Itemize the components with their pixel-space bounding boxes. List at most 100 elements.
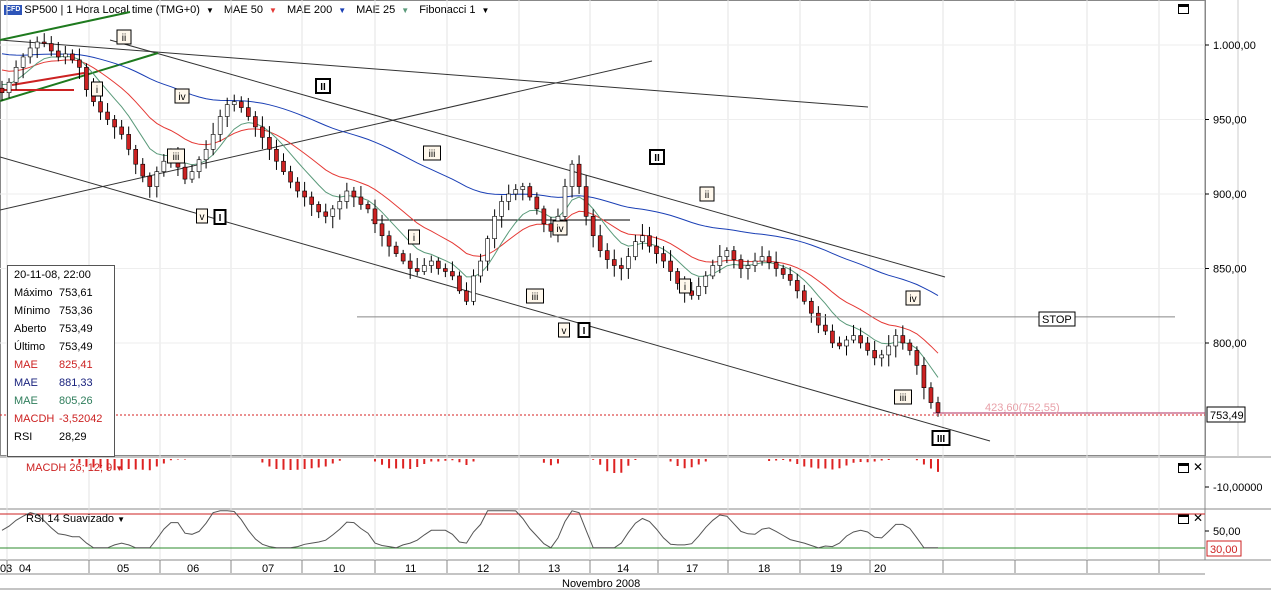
candle-body xyxy=(837,342,842,347)
wave-label-w5: v xyxy=(200,212,205,223)
candle-body xyxy=(879,354,884,359)
wave-label-box xyxy=(408,229,420,245)
stop-label: STOP xyxy=(1042,314,1072,326)
candle-body xyxy=(217,116,223,135)
indicator-mae200[interactable]: MAE 200 ▼ xyxy=(283,4,352,16)
candle-body xyxy=(590,216,596,237)
rsi-level-box xyxy=(1206,540,1242,557)
candle-body xyxy=(182,166,188,180)
candle-body xyxy=(351,190,357,198)
candle-body xyxy=(893,335,899,347)
wave-label-box xyxy=(649,149,665,165)
symbol-selector[interactable]: CFD SP500 | 1 Hora Local time (TMG+0) ▼ xyxy=(0,4,220,16)
candle-body xyxy=(27,47,33,58)
candle-body xyxy=(224,104,230,117)
x-tick-label-14: 14 xyxy=(617,563,629,575)
rsi-title[interactable]: RSI 14 Suavizado ▼ xyxy=(26,513,126,525)
candle-body xyxy=(478,260,483,277)
candle-body xyxy=(295,181,300,192)
rsi-panel: 50,00 30,00 xyxy=(0,510,1242,557)
wave-label-major2: II xyxy=(320,82,326,93)
wave-label-box xyxy=(116,29,132,45)
candle-body xyxy=(569,163,575,187)
dropdown-arrow-icon[interactable]: ▼ xyxy=(205,5,214,15)
candle-body xyxy=(597,235,603,251)
x-tick-label-11: 11 xyxy=(405,563,416,575)
wave-label-box xyxy=(894,389,912,405)
x-tick-label-07: 07 xyxy=(262,563,274,575)
candle-body xyxy=(928,387,934,403)
dropdown-arrow-icon[interactable]: ▼ xyxy=(481,5,490,15)
candle-body xyxy=(640,235,645,242)
candle-body xyxy=(98,101,103,113)
candle-body xyxy=(513,189,519,195)
candle-body xyxy=(527,186,533,198)
x-tick-label-17: 17 xyxy=(686,563,698,575)
macd-title[interactable]: MACDH 26; 12; 9 ▼ xyxy=(26,462,124,474)
wave-label-major1: I xyxy=(583,326,586,337)
maximize-icon[interactable] xyxy=(1178,4,1189,14)
candle-body xyxy=(189,171,195,180)
indicator-mae25[interactable]: MAE 25 ▼ xyxy=(352,4,415,16)
candle-body xyxy=(780,268,786,275)
candle-body xyxy=(203,149,209,161)
dropdown-arrow-icon[interactable]: ▼ xyxy=(401,5,410,15)
candle-body xyxy=(161,160,167,172)
candle-body xyxy=(379,223,385,237)
info-row-mae25: MAE 805,26 xyxy=(14,395,93,407)
rsi-close-icon[interactable]: ✕ xyxy=(1193,511,1204,525)
rsi-level-label: 30,00 xyxy=(1210,544,1238,556)
candle-body xyxy=(358,196,364,205)
indicator-mae50-label: MAE 50 xyxy=(223,4,264,16)
candle-body xyxy=(492,216,497,240)
indicator-mae50[interactable]: MAE 50 ▼ xyxy=(220,4,283,16)
wave-label-w4: iv xyxy=(556,224,563,235)
wave-label-box xyxy=(91,81,103,97)
candle-body xyxy=(393,245,399,254)
info-row-last: Último 753,49 xyxy=(14,341,93,353)
candle-body xyxy=(506,193,512,202)
info-row-open: Aberto 753,49 xyxy=(14,323,93,335)
macd-maximize-icon[interactable] xyxy=(1178,463,1189,473)
wave-label-w3: iii xyxy=(900,393,907,404)
candle-body xyxy=(253,116,258,128)
candle-body xyxy=(766,256,772,263)
candle-body xyxy=(541,208,547,225)
candle-body xyxy=(337,201,343,210)
price-levels: STOP 423,60(752,55) 753,49 xyxy=(0,311,1246,423)
candle-body xyxy=(119,126,124,135)
candle-body xyxy=(147,175,153,187)
candle-body xyxy=(809,300,814,314)
wave-label-w2: ii xyxy=(122,33,126,44)
candle-body xyxy=(865,342,870,351)
candle-body xyxy=(619,265,624,269)
candle-body xyxy=(133,149,139,165)
candle-body xyxy=(654,245,659,254)
candle-body xyxy=(457,275,462,292)
candle-body xyxy=(428,260,434,266)
candle-body xyxy=(372,208,378,225)
candle-body xyxy=(907,342,913,351)
candle-body xyxy=(886,345,892,356)
dropdown-arrow-icon[interactable]: ▼ xyxy=(338,5,347,15)
candle-body xyxy=(921,365,927,389)
last-price-box xyxy=(1206,406,1246,423)
candle-body xyxy=(731,250,737,260)
candle-body xyxy=(13,67,19,83)
candle-body xyxy=(935,402,941,413)
wave-label-box xyxy=(174,88,190,104)
candle-body xyxy=(77,59,82,68)
x-tick-label-18: 18 xyxy=(758,563,770,575)
candle-body xyxy=(210,134,216,150)
candle-body xyxy=(365,204,371,210)
cfd-badge: CFD xyxy=(4,5,23,15)
candle-body xyxy=(56,50,61,58)
dropdown-arrow-icon[interactable]: ▼ xyxy=(269,5,277,15)
candle-body xyxy=(386,235,392,247)
ma-50-line xyxy=(1,59,939,354)
wave-label-box xyxy=(558,322,570,338)
macd-close-icon[interactable]: ✕ xyxy=(1193,460,1204,474)
candle-body xyxy=(745,265,751,269)
wave-label-w3: iii xyxy=(173,152,180,163)
candle-body xyxy=(633,241,638,257)
